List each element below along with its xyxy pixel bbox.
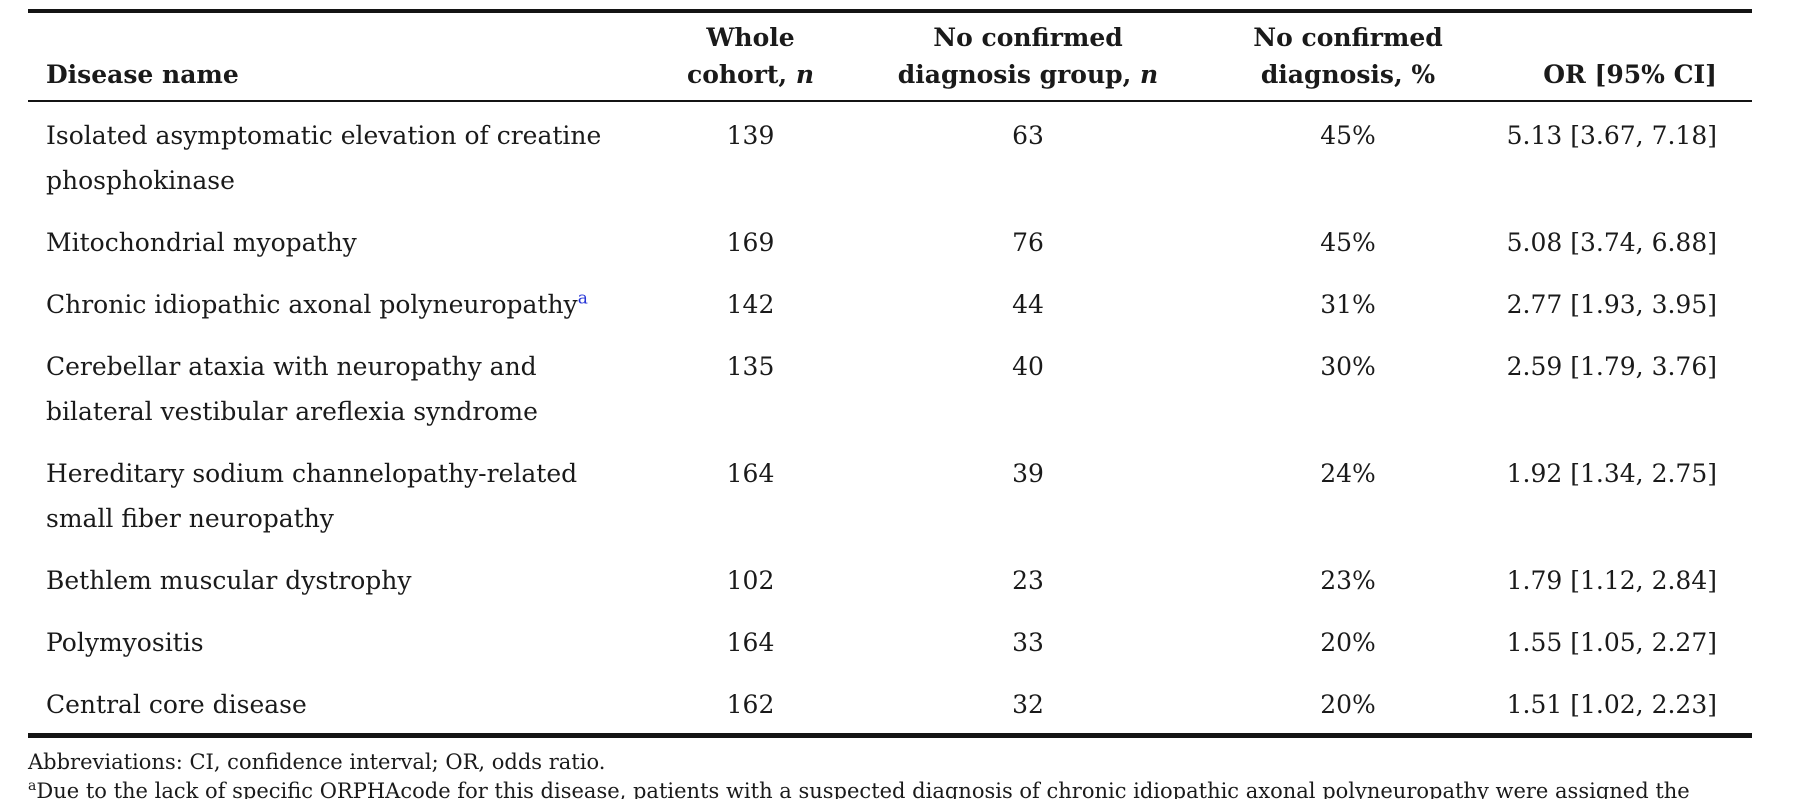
cell-no-confirmed-group-n: 63 <box>1012 121 1044 150</box>
footnote-a-marker: a <box>28 778 37 794</box>
cell-no-confirmed-group-n: 33 <box>1012 628 1044 657</box>
cell-no-confirmed-pct: 24% <box>1320 459 1376 488</box>
cell-disease-name: Mitochondrial myopathy <box>28 209 648 271</box>
header-pct-line2: diagnosis, % <box>1260 60 1436 89</box>
cell-no-confirmed-pct: 31% <box>1320 290 1376 319</box>
table-row: Mitochondrial myopathy 169 76 45% 5.08 [… <box>28 209 1752 271</box>
header-disease-label: Disease name <box>46 60 239 89</box>
disease-name-text: Chronic idiopathic axonal polyneuropathy… <box>46 282 626 327</box>
cell-no-confirmed-pct: 45% <box>1320 228 1376 257</box>
header-or-ci-label: OR [95% CI] <box>1543 60 1717 89</box>
header-whole-cohort-n: n <box>795 60 815 89</box>
header-or-ci: OR [95% CI] <box>1493 11 1752 102</box>
cell-no-confirmed-pct: 20% <box>1203 671 1493 738</box>
cell-whole-cohort-n: 135 <box>726 352 775 381</box>
cell-whole-cohort-n: 102 <box>726 566 775 595</box>
footnotes: Abbreviations: CI, confidence interval; … <box>28 748 1752 799</box>
header-row: Disease name Whole cohort, n No confirme… <box>28 11 1752 102</box>
table-row: Chronic idiopathic axonal polyneuropathy… <box>28 271 1752 333</box>
cell-disease-name: Bethlem muscular dystrophy <box>28 547 648 609</box>
disease-name-text: Cerebellar ataxia with neuropathy and bi… <box>46 352 538 426</box>
footnote-abbreviations: Abbreviations: CI, confidence interval; … <box>28 750 606 774</box>
cell-no-confirmed-group-n: 44 <box>1012 290 1044 319</box>
cell-no-confirmed-pct: 20% <box>1320 628 1376 657</box>
cell-no-confirmed-pct: 45% <box>1320 121 1376 150</box>
cell-disease-name: Polymyositis <box>28 609 648 671</box>
cell-no-confirmed-pct: 23% <box>1320 566 1376 595</box>
header-whole-cohort-line1: Whole <box>706 23 795 52</box>
cell-or-ci: 5.08 [3.74, 6.88] <box>1506 228 1717 257</box>
disease-name-text: Isolated asymptomatic elevation of creat… <box>46 121 602 195</box>
disease-name-text: Hereditary sodium channelopathy-related … <box>46 459 578 533</box>
header-whole-cohort-line2: cohort, <box>686 60 796 89</box>
header-whole-cohort: Whole cohort, n <box>648 11 853 102</box>
cell-disease-name: Hereditary sodium channelopathy-related … <box>28 440 648 547</box>
cell-whole-cohort-n: 164 <box>726 628 775 657</box>
header-group-line1: No confirmed <box>933 23 1123 52</box>
cell-disease-name: Cerebellar ataxia with neuropathy and bi… <box>28 333 648 440</box>
disease-name-text: Polymyositis <box>46 628 204 657</box>
disease-name-text: Bethlem muscular dystrophy <box>46 566 412 595</box>
cell-or-ci: 1.92 [1.34, 2.75] <box>1506 459 1717 488</box>
table-row: Cerebellar ataxia with neuropathy and bi… <box>28 333 1752 440</box>
cell-or-ci: 2.59 [1.79, 3.76] <box>1506 352 1717 381</box>
disease-name-text: Central core disease <box>46 690 307 719</box>
table-row: Isolated asymptomatic elevation of creat… <box>28 101 1752 209</box>
disease-name-text: Mitochondrial myopathy <box>46 228 357 257</box>
table-and-footnotes: Disease name Whole cohort, n No confirme… <box>28 9 1752 799</box>
header-no-confirmed-group: No confirmed diagnosis group, n <box>853 11 1203 102</box>
table-row: Polymyositis 164 33 20% 1.55 [1.05, 2.27… <box>28 609 1752 671</box>
cell-whole-cohort-n: 139 <box>726 121 775 150</box>
table-row: Central core disease 162 32 20% 1.51 [1.… <box>28 671 1752 738</box>
cell-or-ci: 5.13 [3.67, 7.18] <box>1506 121 1717 150</box>
header-pct-line1: No confirmed <box>1253 23 1443 52</box>
table-row: Hereditary sodium channelopathy-related … <box>28 440 1752 547</box>
cell-or-ci: 2.77 [1.93, 3.95] <box>1506 290 1717 319</box>
cell-no-confirmed-group-n: 40 <box>1012 352 1044 381</box>
cell-no-confirmed-group-n: 32 <box>853 671 1203 738</box>
cell-or-ci: 1.79 [1.12, 2.84] <box>1506 566 1717 595</box>
cell-no-confirmed-group-n: 23 <box>1012 566 1044 595</box>
cell-no-confirmed-group-n: 39 <box>1012 459 1044 488</box>
cell-or-ci: 1.51 [1.02, 2.23] <box>1493 671 1752 738</box>
table-header: Disease name Whole cohort, n No confirme… <box>28 11 1752 102</box>
table-body: Isolated asymptomatic elevation of creat… <box>28 101 1752 738</box>
cell-no-confirmed-pct: 30% <box>1320 352 1376 381</box>
header-group-n: n <box>1140 60 1159 89</box>
cell-no-confirmed-group-n: 76 <box>1012 228 1044 257</box>
cell-disease-name: Central core disease <box>28 671 648 738</box>
cell-whole-cohort-n: 169 <box>726 228 775 257</box>
disease-name-span: Chronic idiopathic axonal polyneuropathy <box>46 290 578 319</box>
footnote-a-text: Due to the lack of specific ORPHAcode fo… <box>36 779 1690 799</box>
cell-whole-cohort-n: 162 <box>648 671 853 738</box>
cell-whole-cohort-n: 142 <box>726 290 775 319</box>
footnote-a: aDue to the lack of specific ORPHAcode f… <box>28 777 1752 799</box>
table-row: Bethlem muscular dystrophy 102 23 23% 1.… <box>28 547 1752 609</box>
footnote-a-link[interactable]: a <box>577 288 588 309</box>
header-no-confirmed-pct: No confirmed diagnosis, % <box>1203 11 1493 102</box>
cell-disease-name: Isolated asymptomatic elevation of creat… <box>28 101 648 209</box>
header-group-line2: diagnosis group, <box>897 60 1141 89</box>
cell-or-ci: 1.55 [1.05, 2.27] <box>1506 628 1717 657</box>
cell-disease-name: Chronic idiopathic axonal polyneuropathy… <box>28 271 648 333</box>
cell-whole-cohort-n: 164 <box>726 459 775 488</box>
header-disease-name: Disease name <box>28 11 648 102</box>
results-table: Disease name Whole cohort, n No confirme… <box>28 9 1752 738</box>
